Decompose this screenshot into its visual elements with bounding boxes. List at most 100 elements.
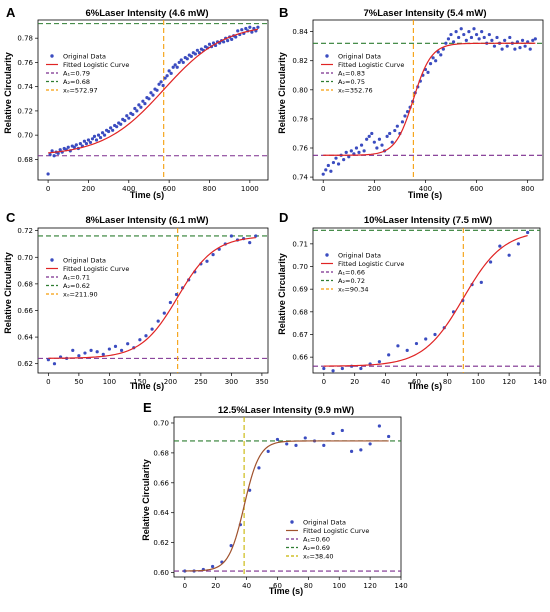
panel-b-ytick-label: 0.76 xyxy=(292,145,308,153)
panel-a-data-point xyxy=(111,128,115,132)
panel-e-data-point xyxy=(294,443,298,448)
panel-c-xtick-label: 150 xyxy=(133,378,146,386)
panel-b-legend-label-a2: A₂=0.75 xyxy=(338,78,365,86)
panel-b-data-point xyxy=(334,156,338,160)
panel-e-data-point xyxy=(285,442,289,446)
panel-e-data-point xyxy=(275,437,280,442)
panel-b-data-point xyxy=(508,35,512,40)
panel-b-axes-frame xyxy=(312,19,544,181)
panel-d-data-point xyxy=(359,366,363,371)
panel-a-data-point xyxy=(139,105,143,109)
panel-b-xtick-label: 400 xyxy=(419,185,432,193)
panel-b-data-point xyxy=(454,30,458,34)
panel-b-data-point xyxy=(474,32,479,37)
panel-b-ytick-label: 0.80 xyxy=(292,86,308,94)
panel-c-data-point xyxy=(254,234,258,238)
panel-b-data-point xyxy=(515,40,520,44)
panel-b-data-point xyxy=(324,168,328,172)
panel-b-data-point xyxy=(431,56,435,60)
panel-a-data-point xyxy=(147,97,151,101)
panel-c-data-point xyxy=(107,347,111,351)
panel-d-ytick-label: 0.68 xyxy=(292,308,308,316)
panel-b-data-point xyxy=(480,30,484,34)
panel-e-data-point xyxy=(359,448,363,452)
panel-a-data-point xyxy=(109,126,113,130)
panel-e-ytick-label: 0.62 xyxy=(153,539,169,547)
panel-d-xlabel: Time (s) xyxy=(408,381,442,391)
panel-c-legend-label-a1: A₁=0.71 xyxy=(63,274,90,282)
panel-b-ytick-label: 0.82 xyxy=(292,57,308,65)
panel-b-data-point xyxy=(326,163,330,168)
panel-e-xtick-label: 140 xyxy=(394,582,407,590)
panel-b-data-point xyxy=(403,114,407,118)
panel-d-legend-label-fit: Fitted Logistic Curve xyxy=(338,260,404,268)
panel-d-fit-curve xyxy=(323,234,528,367)
panel-a-data-point xyxy=(169,71,173,75)
panel-b-data-point xyxy=(472,27,476,31)
panel-a-data-point xyxy=(175,65,179,69)
panel-b-data-point xyxy=(359,143,364,147)
panel-c-data-point xyxy=(144,334,148,338)
panel-c-data-point xyxy=(138,338,142,342)
panel-b-data-point xyxy=(362,149,366,153)
panel-b-data-point xyxy=(520,38,525,42)
panel-e-legend-label-fit: Fitted Logistic Curve xyxy=(303,527,369,535)
panel-b-data-point xyxy=(377,137,382,141)
panel-a-data-point xyxy=(92,134,97,138)
panel-c-legend-label-fit: Fitted Logistic Curve xyxy=(63,265,129,273)
panel-c-legend-label-data: Original Data xyxy=(63,257,106,265)
panel-e: E 12.5%Laser Intensity (9.9 mW) Time (s)… xyxy=(141,400,408,596)
panel-c-data-point xyxy=(162,311,166,315)
panel-a-data-point xyxy=(52,154,56,158)
panel-e-data-point xyxy=(349,449,354,453)
panel-a-data-point xyxy=(88,140,93,145)
panel-e-ylabel: Relative Circularity xyxy=(141,459,151,541)
panel-e-ytick-label: 0.66 xyxy=(153,479,169,487)
panel-a-data-point xyxy=(78,142,82,146)
panel-e-xtick-label: 0 xyxy=(183,582,187,590)
panel-c-data-point xyxy=(174,292,179,297)
panel-c-data-point xyxy=(71,348,75,352)
panel-b-data-point xyxy=(518,46,522,50)
panel-c-data-point xyxy=(89,348,93,352)
panel-b-data-point xyxy=(336,162,341,166)
panel-b-data-point xyxy=(439,53,443,57)
panel-b-xlabel: Time (s) xyxy=(408,190,442,200)
panel-d-xtick-label: 40 xyxy=(381,378,390,386)
panel-e-plot: 0 20 40 60 80 100 120 140 0.60 0.62 0.64 0.66 0.68 0.… xyxy=(153,416,408,590)
panel-a-legend-label-a1: A₁=0.79 xyxy=(63,70,90,78)
panel-b-ytick-label: 0.78 xyxy=(292,115,308,123)
panel-e-data-point xyxy=(211,564,215,569)
panel-a-data-point xyxy=(248,25,252,29)
panel-c-ytick-label: 0.62 xyxy=(17,360,33,368)
panel-c-plot: 0 50 100 150 200 250 300 350 0.62 0.64 0.66 0.68 0.7… xyxy=(17,227,268,386)
panel-c-data-point xyxy=(119,348,124,352)
panel-a-data-point xyxy=(171,65,175,69)
panel-b-data-point xyxy=(395,124,399,128)
panel-c-data-point xyxy=(168,300,172,305)
panel-a-axes-frame xyxy=(37,19,269,181)
panel-a-data-point xyxy=(72,145,76,149)
panel-d-ylabel: Relative Circularity xyxy=(277,253,287,335)
panel-a-xtick-label: 200 xyxy=(82,185,95,193)
panel-b-data-point xyxy=(344,150,348,154)
panel-b-data-point xyxy=(390,140,394,144)
panel-a-data-point xyxy=(82,139,87,143)
panel-a-data-point xyxy=(161,83,165,88)
panel-d: D 10%Laser Intensity (7.5 mW) Time (s) R… xyxy=(277,210,547,391)
panel-a-data-point xyxy=(127,116,131,120)
panel-c-xtick-label: 0 xyxy=(46,378,50,386)
panel-a-data-point xyxy=(250,30,254,34)
panel-a-ytick-label: 0.78 xyxy=(17,35,33,43)
panel-b-data-point xyxy=(436,50,440,54)
panel-b-data-point xyxy=(428,62,433,66)
panel-b-ytick-label: 0.74 xyxy=(292,174,308,182)
panel-a-xtick-label: 0 xyxy=(46,185,50,193)
panel-c-fit-curve xyxy=(48,237,256,359)
panel-d-xtick-label: 140 xyxy=(533,378,546,386)
panel-b-title: 7%Laser Intensity (5.4 mW) xyxy=(363,8,486,19)
panel-a-data-point xyxy=(177,60,181,65)
panel-d-data-point xyxy=(526,230,530,235)
panel-b-xtick-label: 800 xyxy=(521,185,534,193)
